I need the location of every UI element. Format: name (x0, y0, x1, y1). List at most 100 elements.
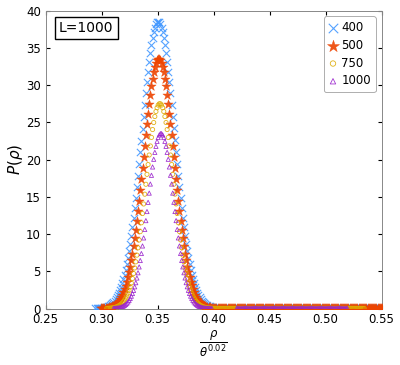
750 (181, 259, 187, 265)
1000 (237, 306, 243, 311)
500 (356, 306, 363, 311)
Legend: 400, 500, 750, 1000: 400, 500, 750, 1000 (324, 16, 376, 92)
750 (260, 306, 267, 311)
1000 (265, 306, 271, 311)
1000 (180, 264, 186, 270)
750 (307, 305, 314, 311)
1000 (132, 280, 139, 286)
500 (362, 306, 368, 311)
400 (92, 306, 99, 311)
400 (354, 305, 361, 311)
400 (210, 304, 216, 310)
500 (349, 306, 355, 311)
1000 (255, 306, 261, 311)
750 (264, 306, 270, 311)
500 (135, 208, 141, 214)
400 (302, 305, 308, 311)
500 (203, 304, 210, 310)
1000 (206, 306, 213, 311)
750 (346, 306, 353, 311)
750 (118, 301, 124, 307)
750 (344, 306, 350, 311)
1000 (134, 275, 140, 281)
750 (250, 306, 256, 311)
500 (222, 306, 228, 311)
400 (355, 305, 362, 311)
750 (312, 306, 318, 311)
500 (330, 305, 336, 311)
750 (293, 305, 299, 311)
400 (310, 305, 317, 311)
400 (335, 305, 342, 311)
750 (105, 306, 111, 311)
400 (238, 305, 244, 311)
750 (335, 306, 342, 311)
400 (155, 19, 161, 24)
400 (268, 305, 274, 311)
750 (278, 305, 284, 311)
750 (272, 305, 278, 311)
750 (115, 303, 121, 309)
1000 (242, 306, 249, 311)
Text: L=1000: L=1000 (59, 21, 114, 35)
400 (132, 205, 138, 211)
500 (209, 305, 215, 311)
1000 (302, 306, 308, 311)
1000 (323, 306, 329, 311)
400 (326, 305, 333, 311)
750 (162, 114, 168, 119)
400 (293, 305, 299, 311)
400 (304, 305, 310, 311)
500 (221, 306, 228, 311)
500 (186, 274, 193, 280)
1000 (267, 306, 273, 311)
750 (194, 300, 200, 306)
750 (252, 306, 259, 311)
500 (188, 283, 195, 288)
500 (288, 305, 294, 311)
750 (149, 127, 156, 132)
500 (119, 292, 126, 298)
400 (129, 224, 136, 230)
500 (310, 305, 317, 311)
1000 (191, 299, 197, 305)
400 (107, 302, 113, 308)
400 (216, 305, 223, 311)
500 (259, 305, 266, 311)
1000 (288, 306, 294, 311)
750 (184, 276, 190, 281)
400 (185, 255, 192, 261)
1000 (158, 131, 165, 137)
500 (338, 305, 345, 311)
500 (167, 121, 174, 127)
1000 (341, 306, 347, 311)
1000 (125, 299, 131, 305)
750 (144, 172, 150, 177)
400 (244, 305, 251, 311)
750 (286, 305, 292, 311)
750 (220, 306, 226, 311)
500 (219, 306, 225, 311)
400 (100, 305, 106, 311)
750 (163, 120, 169, 126)
400 (148, 42, 155, 48)
400 (140, 114, 147, 119)
750 (352, 306, 358, 311)
750 (188, 287, 194, 293)
1000 (272, 306, 278, 311)
750 (313, 306, 319, 311)
400 (305, 305, 311, 311)
500 (355, 306, 362, 311)
500 (106, 304, 112, 310)
400 (368, 306, 374, 311)
1000 (149, 164, 156, 170)
750 (266, 306, 272, 311)
750 (155, 102, 161, 108)
400 (237, 305, 243, 311)
400 (306, 305, 312, 311)
400 (297, 305, 304, 311)
750 (112, 304, 119, 310)
1000 (129, 291, 136, 296)
400 (128, 233, 134, 239)
750 (172, 191, 178, 197)
